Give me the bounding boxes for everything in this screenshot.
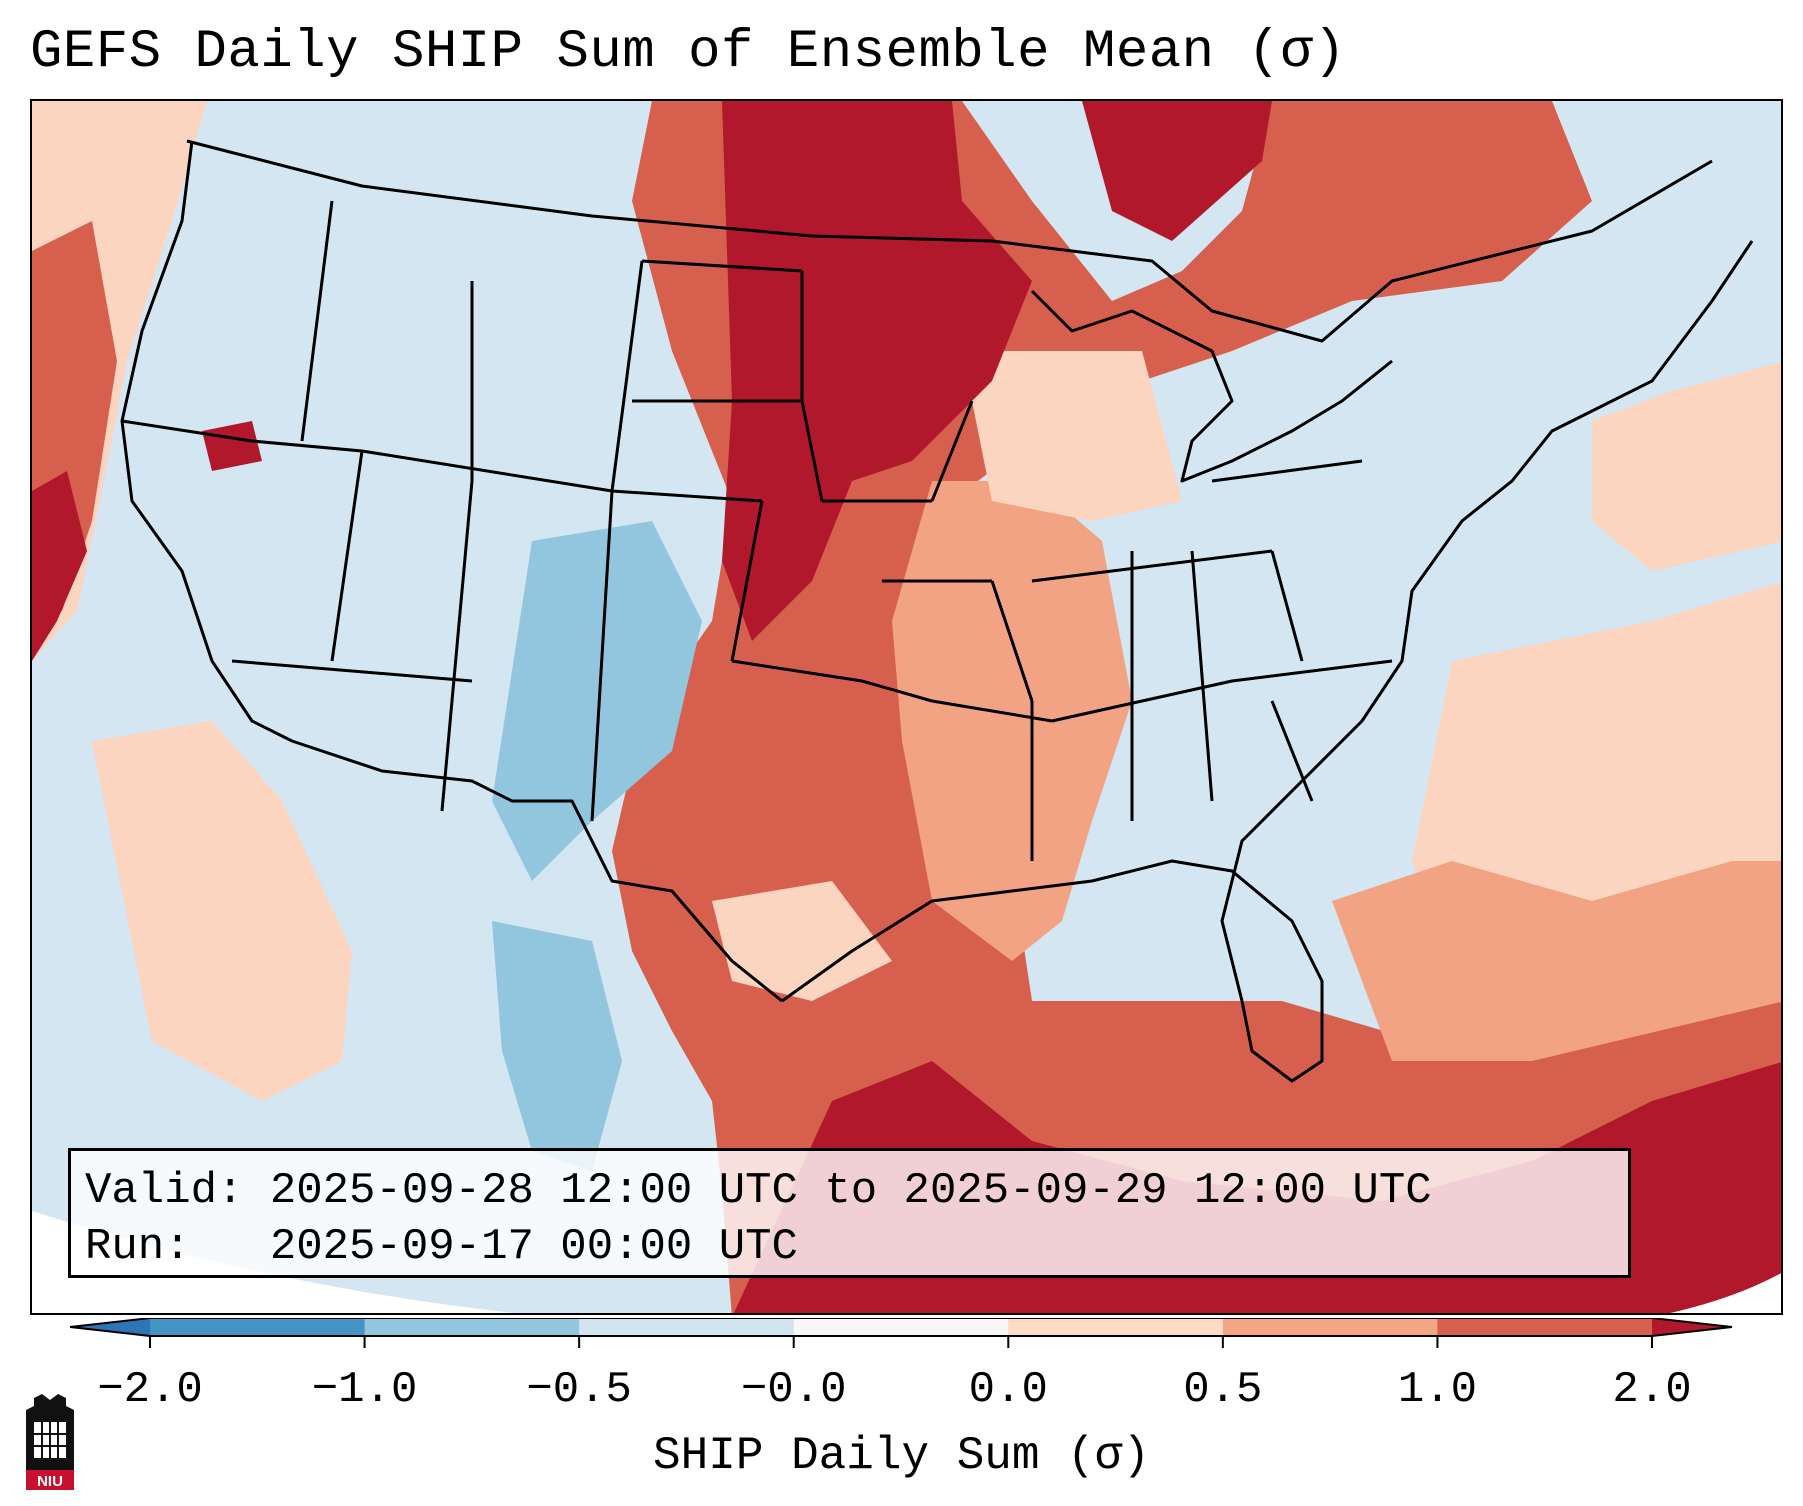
state-lines-east — [1031, 459, 1393, 821]
ship-field-map — [32, 101, 1781, 1313]
valid-run-info-box: Valid: 2025-09-28 12:00 UTC to 2025-09-2… — [68, 1148, 1631, 1278]
colorbar-tick-label: 0.0 — [968, 1365, 1048, 1415]
colorbar-tick-label: −0.0 — [740, 1365, 847, 1415]
east-coast — [1220, 240, 1754, 1002]
midwest-light-red — [962, 351, 1182, 521]
baja-light-red — [92, 721, 352, 1101]
west-coast-outline — [120, 140, 293, 743]
colorbar — [70, 1318, 1733, 1348]
state-lines-central — [822, 400, 1053, 861]
anomaly-field — [32, 101, 1781, 1313]
valid-value: 2025-09-28 12:00 UTC to 2025-09-29 12:00… — [269, 1166, 1432, 1216]
state-lines-plains — [611, 259, 863, 683]
south-corner-white — [32, 1211, 514, 1313]
colorbar-segment — [579, 1318, 795, 1336]
nevada-red — [202, 421, 262, 471]
west-coast-dark-red — [32, 471, 87, 661]
colorbar-tick-label: −2.0 — [97, 1365, 203, 1415]
rockies-light-blue — [492, 521, 702, 881]
colorbar-segment — [150, 1318, 366, 1336]
run-label: Run: — [85, 1222, 191, 1272]
great-lakes — [1030, 289, 1393, 483]
colorbar-segment — [1008, 1318, 1224, 1336]
valid-label: Valid: — [85, 1166, 244, 1216]
state-lines-west — [121, 200, 644, 822]
southeast-corner-white — [1670, 1273, 1781, 1313]
colorbar-tick-label: 1.0 — [1397, 1365, 1478, 1415]
colorbar-tick-label: 0.5 — [1183, 1365, 1263, 1415]
mexico-border — [291, 739, 783, 1003]
colorbar-tick-label: −0.5 — [526, 1365, 632, 1415]
map-panel — [30, 99, 1783, 1315]
colorbar-segment — [1222, 1318, 1438, 1336]
colorbar-extend-max — [1652, 1318, 1732, 1336]
atlantic-mid-red — [1332, 861, 1781, 1061]
colorbar-segment — [364, 1318, 580, 1336]
colorbar-tick-label: −1.0 — [311, 1365, 418, 1415]
northeast-light-red — [1592, 362, 1781, 571]
niu-logo: NIU — [26, 1394, 74, 1490]
run-value: 2025-09-17 00:00 UTC — [269, 1222, 798, 1272]
gulf-coast — [781, 859, 1324, 1083]
texas-light-red — [712, 881, 892, 1001]
colorbar-extend-min — [70, 1318, 150, 1336]
colorbar-segment — [1437, 1318, 1653, 1336]
logo-text: NIU — [37, 1473, 63, 1490]
colorbar-ticks — [149, 1336, 1653, 1348]
canada-border — [186, 139, 1713, 343]
canada-dark-red — [1082, 101, 1272, 241]
mexico-light-blue — [492, 921, 622, 1171]
colorbar-segment — [793, 1318, 1009, 1336]
colorbar-outline — [70, 1318, 1733, 1337]
boundaries — [120, 139, 1754, 1083]
plains-mid-red — [892, 481, 1132, 961]
colorbar-label: SHIP Daily Sum (σ) — [653, 1430, 1150, 1482]
colorbar-segments — [70, 1318, 1732, 1336]
colorbar-tick-label: 2.0 — [1612, 1365, 1692, 1415]
map-title: GEFS Daily SHIP Sum of Ensemble Mean (σ) — [30, 22, 1347, 83]
